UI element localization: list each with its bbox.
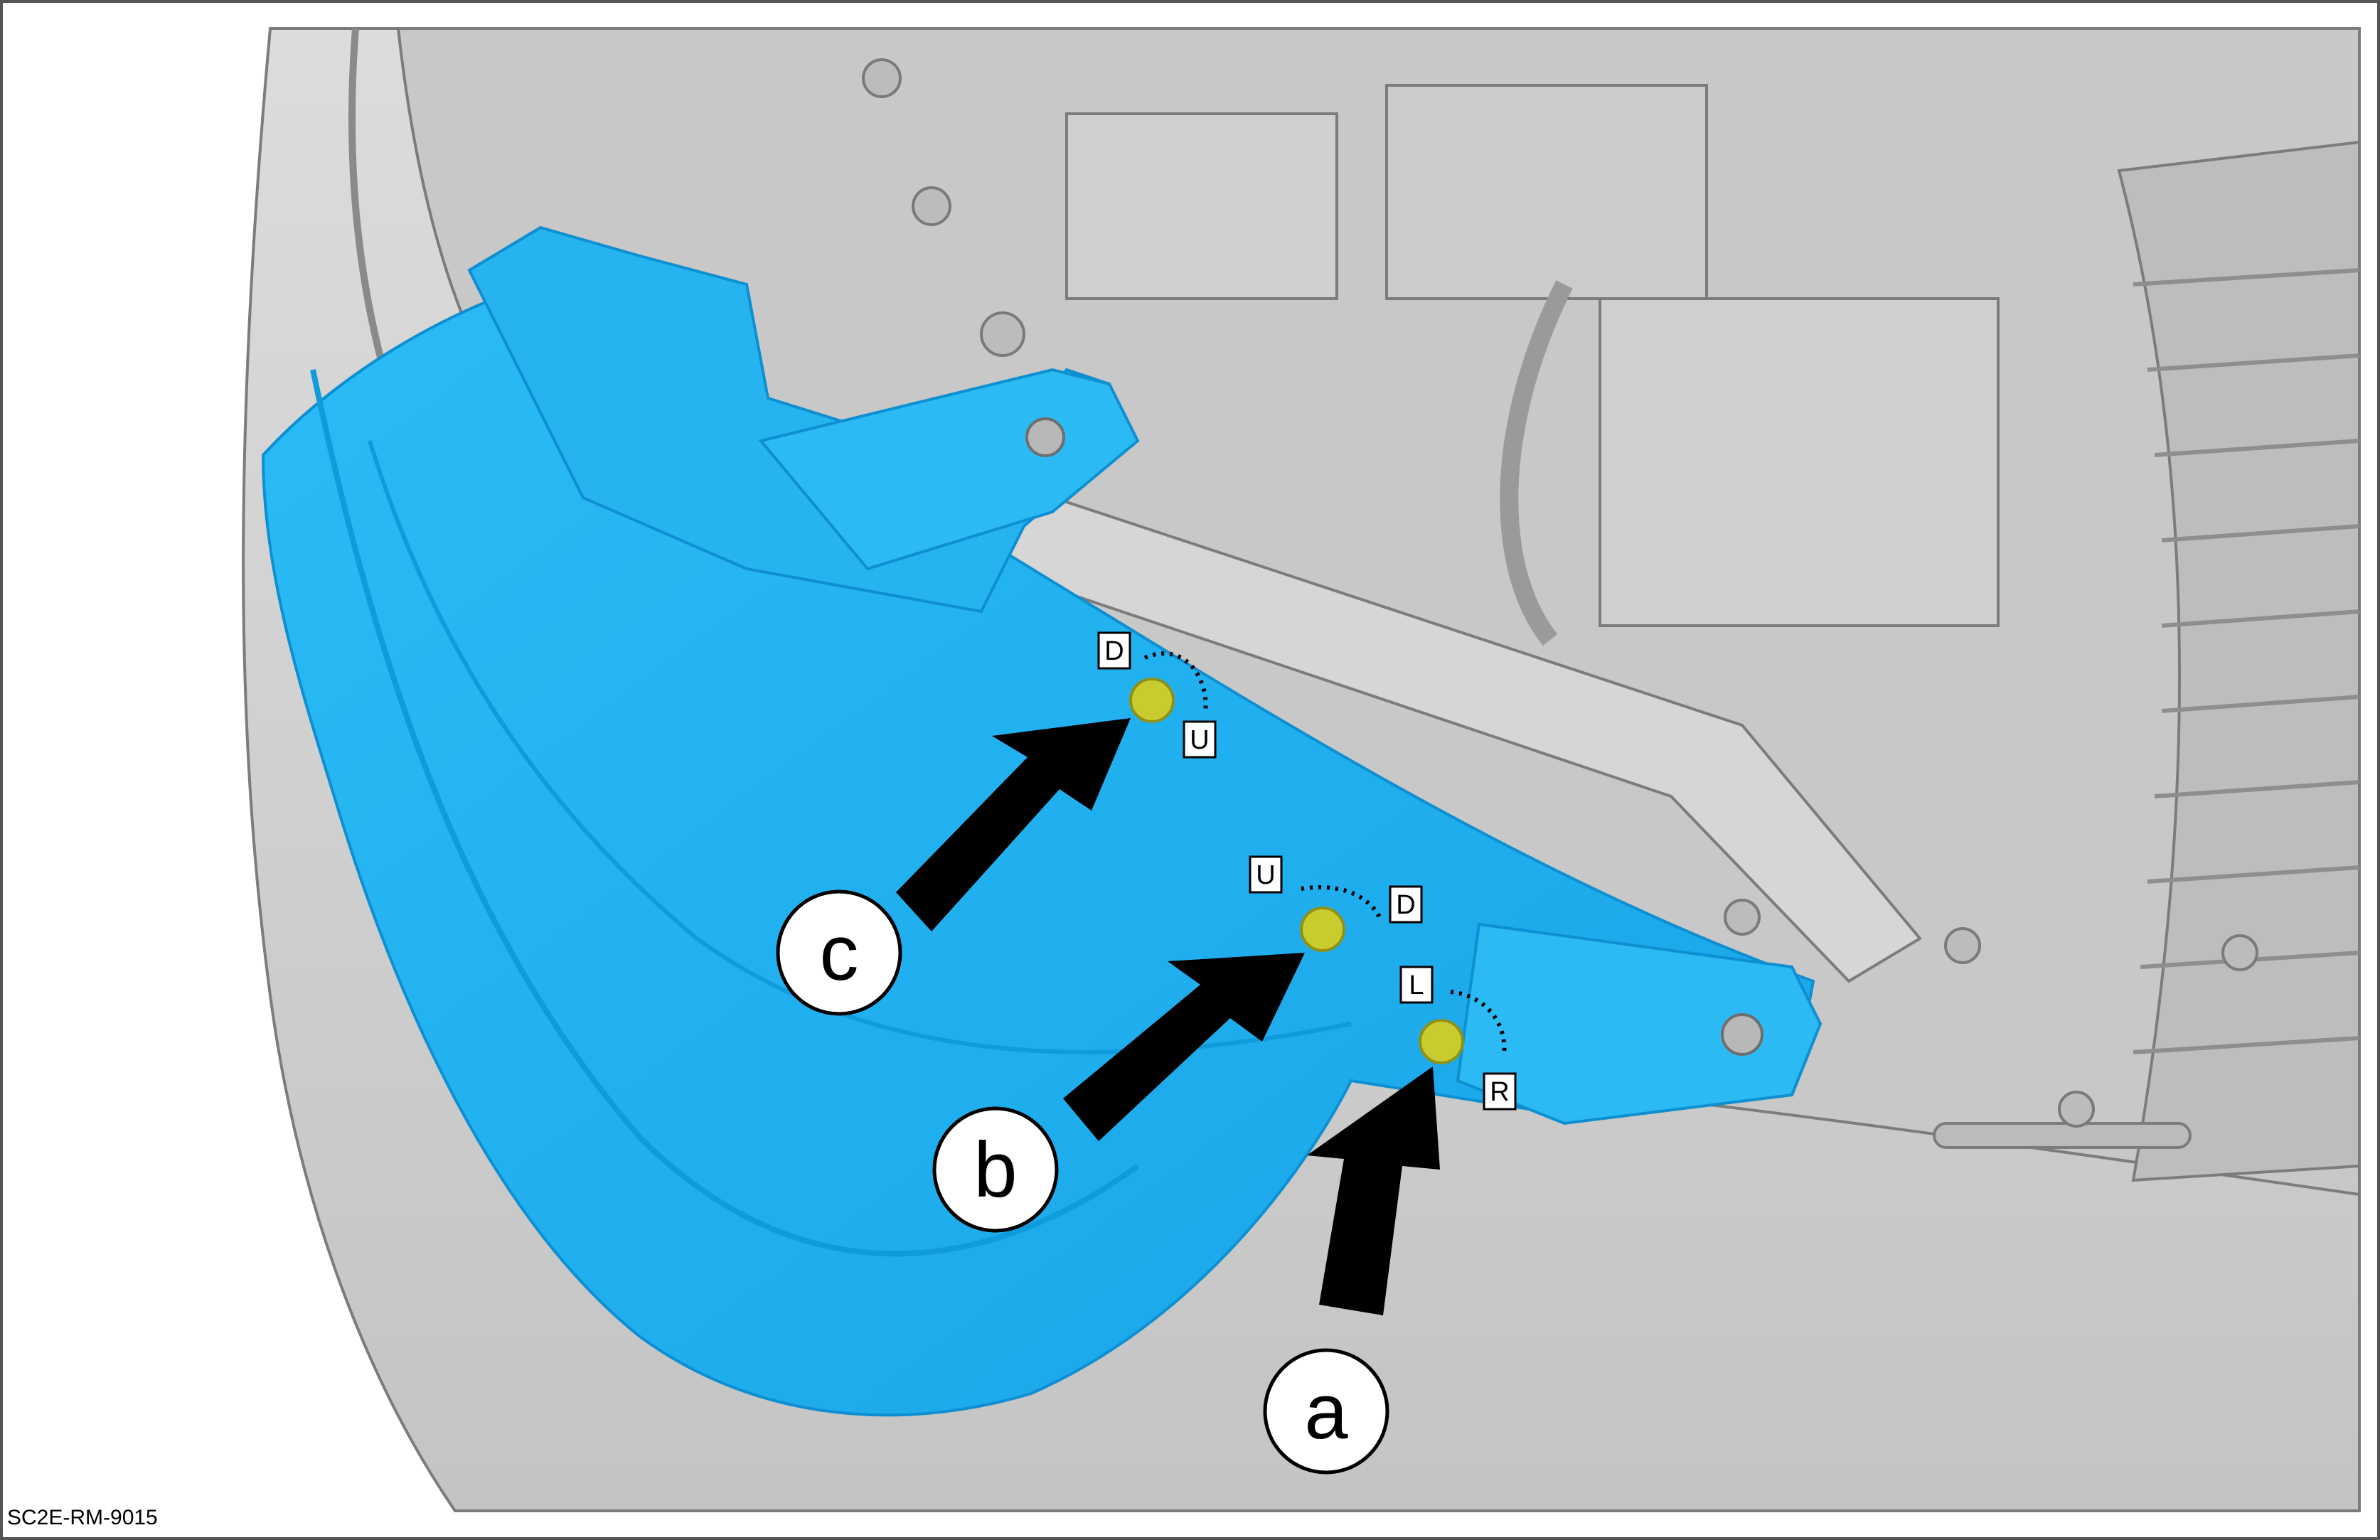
direction-label-c-from: D: [1097, 631, 1131, 670]
clip-a: [1419, 1019, 1464, 1064]
svg-text:c: c: [820, 909, 859, 997]
svg-text:U: U: [1190, 725, 1209, 755]
arrow-icon-a: [1307, 1066, 1440, 1315]
arrow-icon-c: [896, 718, 1131, 931]
direction-label-b-to: D: [1389, 885, 1423, 924]
callout-c: c: [776, 889, 902, 1016]
direction-label-a-from: L: [1399, 966, 1434, 1004]
bolt-heads: [862, 58, 2258, 1128]
direction-label-b-from: U: [1249, 855, 1283, 894]
bumper-bracket: [261, 225, 1823, 1417]
radiator-core: [2117, 140, 2361, 1182]
svg-text:D: D: [1104, 636, 1124, 666]
fuse-box: [1385, 84, 1708, 300]
svg-text:R: R: [1490, 1077, 1509, 1107]
coolant-hose: [1500, 280, 1573, 646]
arrow-icon-b: [1063, 953, 1305, 1141]
rotation-arc-c: [1143, 651, 1208, 712]
clip-b: [1300, 907, 1345, 952]
grille-slot: [1933, 1122, 2192, 1149]
relay-block: [1065, 112, 1338, 300]
bracket-bolt-right: [1721, 1013, 1763, 1056]
battery-housing: [1599, 297, 2000, 627]
callout-a: a: [1263, 1348, 1389, 1475]
callout-b: b: [932, 1106, 1059, 1233]
bracket-edge-rib: [310, 369, 1140, 1257]
svg-text:L: L: [1409, 970, 1424, 1000]
svg-text:U: U: [1256, 860, 1275, 890]
direction-label-c-to: U: [1183, 720, 1217, 759]
clip-c: [1129, 678, 1175, 723]
figure-code: SC2E-RM-9015: [7, 1506, 158, 1529]
svg-text:b: b: [973, 1126, 1017, 1214]
svg-text:D: D: [1396, 890, 1415, 920]
bracket-inner-rib: [368, 440, 1352, 1054]
svg-text:a: a: [1304, 1368, 1348, 1455]
bracket-right-tab: [1456, 922, 1823, 1125]
direction-label-a-to: R: [1483, 1072, 1517, 1111]
radiator-fins: [2133, 268, 2360, 1054]
bracket-bolt-upper: [1025, 417, 1065, 457]
